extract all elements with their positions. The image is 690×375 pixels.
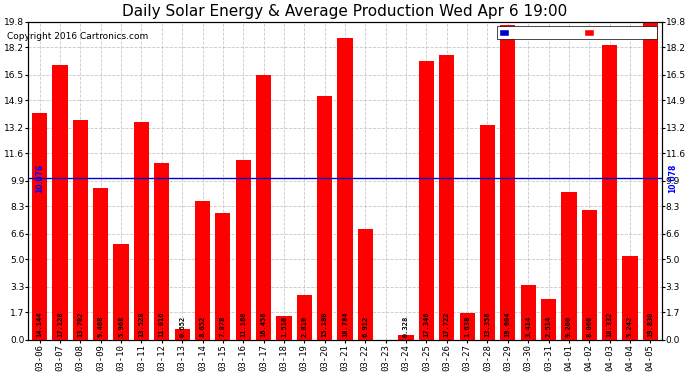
Bar: [561, 192, 577, 340]
Text: 17.346: 17.346: [424, 312, 429, 338]
Bar: [72, 120, 88, 340]
Text: 5.242: 5.242: [627, 316, 633, 338]
Bar: [520, 285, 536, 340]
Text: 13.358: 13.358: [484, 312, 491, 338]
Text: 17.722: 17.722: [444, 312, 450, 338]
Text: 10.078: 10.078: [668, 163, 677, 193]
Bar: [195, 201, 210, 340]
Text: 16.458: 16.458: [261, 312, 266, 338]
Text: 18.784: 18.784: [342, 312, 348, 338]
Bar: [276, 315, 292, 340]
Text: 19.830: 19.830: [647, 312, 653, 338]
Bar: [154, 163, 170, 340]
Text: 11.168: 11.168: [240, 312, 246, 338]
Text: 13.702: 13.702: [77, 312, 83, 338]
Bar: [235, 160, 251, 340]
Bar: [480, 125, 495, 340]
Text: 11.016: 11.016: [159, 312, 165, 338]
Bar: [541, 299, 556, 340]
Bar: [93, 188, 108, 340]
Text: 0.328: 0.328: [403, 316, 409, 338]
Bar: [582, 210, 597, 340]
Bar: [500, 25, 515, 340]
Text: 9.200: 9.200: [566, 316, 572, 338]
Bar: [215, 213, 230, 340]
Text: 10.076: 10.076: [35, 163, 44, 192]
Text: Copyright 2016 Cartronics.com: Copyright 2016 Cartronics.com: [7, 32, 148, 41]
Bar: [357, 229, 373, 340]
Text: 7.878: 7.878: [220, 316, 226, 338]
Bar: [256, 75, 271, 340]
Bar: [175, 329, 190, 340]
Text: 1.510: 1.510: [281, 316, 287, 338]
Text: 19.604: 19.604: [505, 312, 511, 338]
Text: 13.528: 13.528: [139, 312, 144, 338]
Bar: [439, 55, 455, 340]
Text: 9.468: 9.468: [98, 316, 104, 338]
Text: 15.180: 15.180: [322, 312, 328, 338]
Text: 6.912: 6.912: [362, 316, 368, 338]
Text: 3.414: 3.414: [525, 316, 531, 338]
Bar: [337, 38, 353, 340]
Bar: [32, 112, 48, 340]
Bar: [398, 334, 414, 340]
Text: 0.652: 0.652: [179, 316, 185, 338]
Bar: [460, 314, 475, 340]
Text: 8.060: 8.060: [586, 316, 592, 338]
Bar: [52, 64, 68, 340]
Bar: [297, 295, 312, 340]
Text: 2.514: 2.514: [546, 316, 551, 338]
Bar: [419, 61, 434, 340]
Legend: Average (kWh), Daily  (kWh): Average (kWh), Daily (kWh): [497, 26, 658, 39]
Text: 2.810: 2.810: [302, 316, 307, 338]
Text: 1.638: 1.638: [464, 316, 470, 338]
Title: Daily Solar Energy & Average Production Wed Apr 6 19:00: Daily Solar Energy & Average Production …: [122, 4, 568, 19]
Bar: [642, 21, 658, 340]
Bar: [113, 244, 129, 340]
Text: 5.968: 5.968: [118, 316, 124, 338]
Bar: [602, 45, 618, 340]
Text: 8.652: 8.652: [199, 316, 206, 338]
Bar: [134, 123, 149, 340]
Bar: [317, 96, 333, 340]
Text: 18.332: 18.332: [607, 312, 613, 338]
Text: 17.128: 17.128: [57, 312, 63, 338]
Text: 14.144: 14.144: [37, 312, 43, 338]
Bar: [622, 256, 638, 340]
